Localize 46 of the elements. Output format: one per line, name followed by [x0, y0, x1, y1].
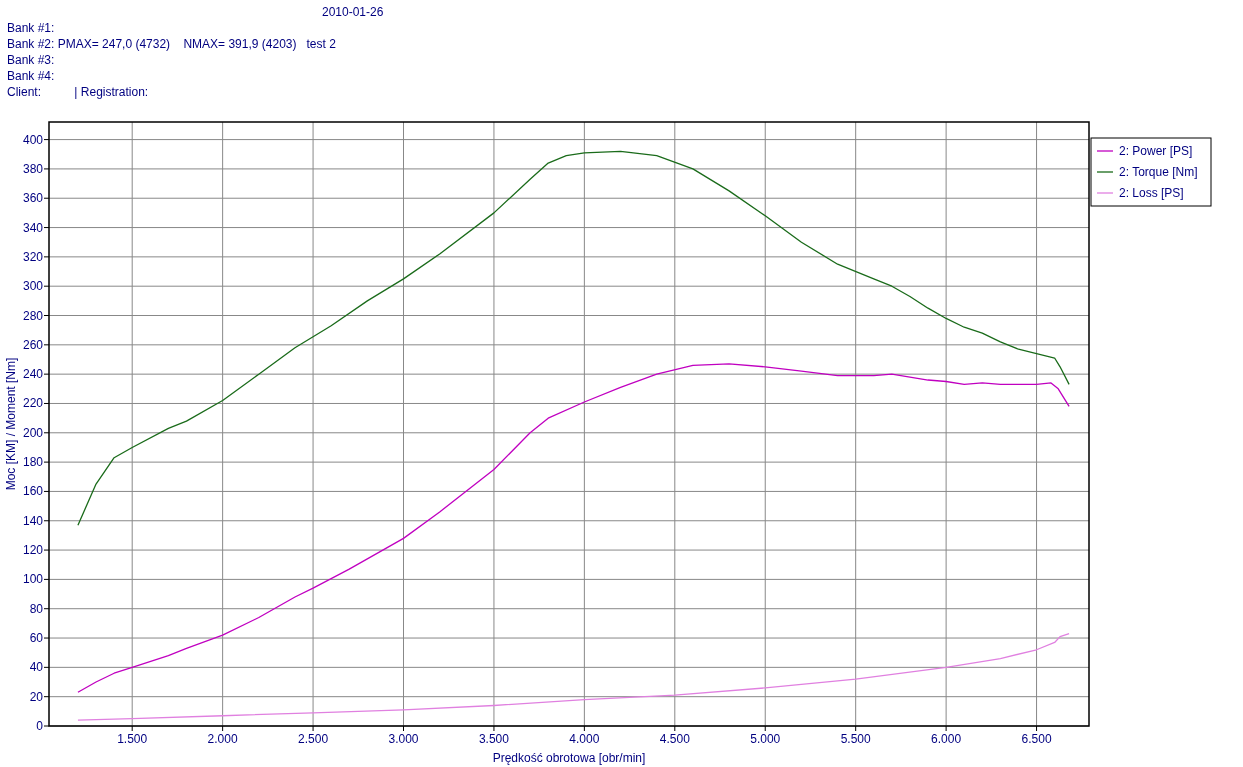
y-tick-label: 300 — [22, 279, 44, 294]
y-tick-label: 20 — [29, 689, 44, 704]
line-series — [77, 632, 1070, 721]
x-tick-label: 1.500 — [117, 732, 148, 746]
x-tick-label: 4.500 — [659, 732, 691, 746]
x-tick-label: 3.500 — [478, 732, 510, 746]
y-tick-label: 200 — [22, 425, 44, 440]
text: Bank #3: — [7, 53, 55, 67]
text: Bank #4: — [7, 69, 55, 83]
y-tick-label: 40 — [29, 660, 44, 675]
x-tick-label: 6.500 — [1021, 732, 1052, 746]
y-tick-label: 360 — [22, 191, 44, 206]
legend-label: 2: Power [PS] — [1119, 144, 1193, 158]
y-tick-label: 380 — [22, 161, 44, 176]
y-tick-label: 400 — [22, 132, 44, 147]
text: Bank #1: — [7, 21, 55, 35]
x-tick-label: 3.000 — [388, 732, 419, 746]
y-tick-label: 0 — [36, 719, 44, 733]
text: 2010-01-26 — [322, 5, 384, 19]
y-tick-label: 120 — [22, 543, 44, 558]
y-tick-label: 160 — [22, 484, 44, 499]
legend-label: 2: Loss [PS] — [1119, 186, 1184, 200]
y-tick-label: 220 — [22, 396, 44, 411]
legend-label: 2: Torque [Nm] — [1119, 165, 1198, 179]
x-tick-label: 6.000 — [931, 732, 962, 746]
x-axis-title: Prędkość obrotowa [obr/min] — [492, 751, 646, 765]
y-tick-label: 280 — [22, 308, 44, 323]
y-tick-label: 180 — [22, 455, 44, 470]
x-tick-label: 5.000 — [750, 732, 781, 746]
y-tick-label: 340 — [22, 220, 44, 235]
y-axis-title: Moc [KM] / Moment [Nm] — [4, 357, 18, 491]
line-series — [77, 363, 1070, 693]
text: Client: | Registration: — [7, 85, 149, 99]
line-series — [77, 150, 1070, 526]
y-tick-label: 60 — [29, 631, 44, 646]
x-tick-label: 2.500 — [298, 732, 329, 746]
y-tick-label: 240 — [22, 367, 44, 382]
text: Bank #2: PMAX= 247,0 (4732) NMAX= 391,9 (4203) test 2 — [7, 37, 337, 51]
y-tick-label: 140 — [22, 513, 44, 528]
y-tick-label: 320 — [22, 249, 44, 264]
x-tick-label: 5.500 — [840, 732, 872, 746]
y-tick-label: 80 — [29, 601, 44, 616]
x-tick-label: 4.000 — [569, 732, 600, 746]
x-tick-label: 2.000 — [207, 732, 238, 746]
y-tick-label: 100 — [22, 572, 44, 587]
y-tick-label: 260 — [22, 337, 44, 352]
